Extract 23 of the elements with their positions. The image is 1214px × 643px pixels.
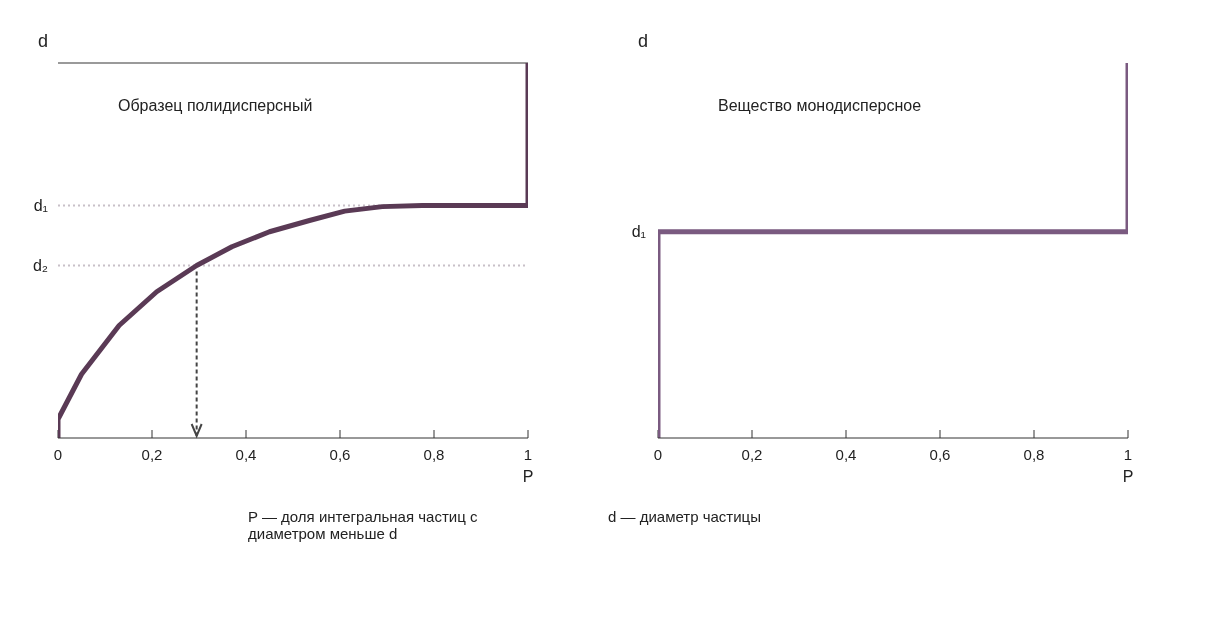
text: P — доля интегральная частиц с диаметром меньше d bbox=[248, 508, 479, 542]
x-tick-label: 1 bbox=[1123, 446, 1133, 463]
x-tick-label: 0,8 bbox=[1023, 446, 1045, 463]
x-tick-label: 0,8 bbox=[423, 446, 445, 463]
text: Образец полидисперсный bbox=[118, 97, 313, 114]
x-axis-title: P bbox=[522, 468, 534, 485]
ref-line-label: d₂ bbox=[32, 257, 48, 275]
x-tick-label: 0,4 bbox=[235, 446, 257, 463]
x-tick-label: 0 bbox=[653, 446, 663, 463]
y-axis-title: d bbox=[38, 31, 49, 51]
text: Вещество монодисперсное bbox=[718, 97, 922, 114]
x-tick-label: 0,6 bbox=[329, 446, 351, 463]
text: d — диаметр частицы bbox=[608, 508, 761, 527]
x-axis-title: P bbox=[1122, 468, 1134, 485]
ref-line-label: d₁ bbox=[33, 197, 48, 215]
x-tick-label: 1 bbox=[523, 446, 533, 463]
x-tick-label: 0,2 bbox=[141, 446, 163, 463]
y-axis-title: d bbox=[638, 31, 649, 51]
annotation: d₁ bbox=[631, 222, 646, 240]
x-tick-label: 0,4 bbox=[835, 446, 857, 463]
x-tick-label: 0,2 bbox=[741, 446, 763, 463]
x-tick-label: 0,6 bbox=[929, 446, 951, 463]
x-tick-label: 0 bbox=[53, 446, 63, 463]
